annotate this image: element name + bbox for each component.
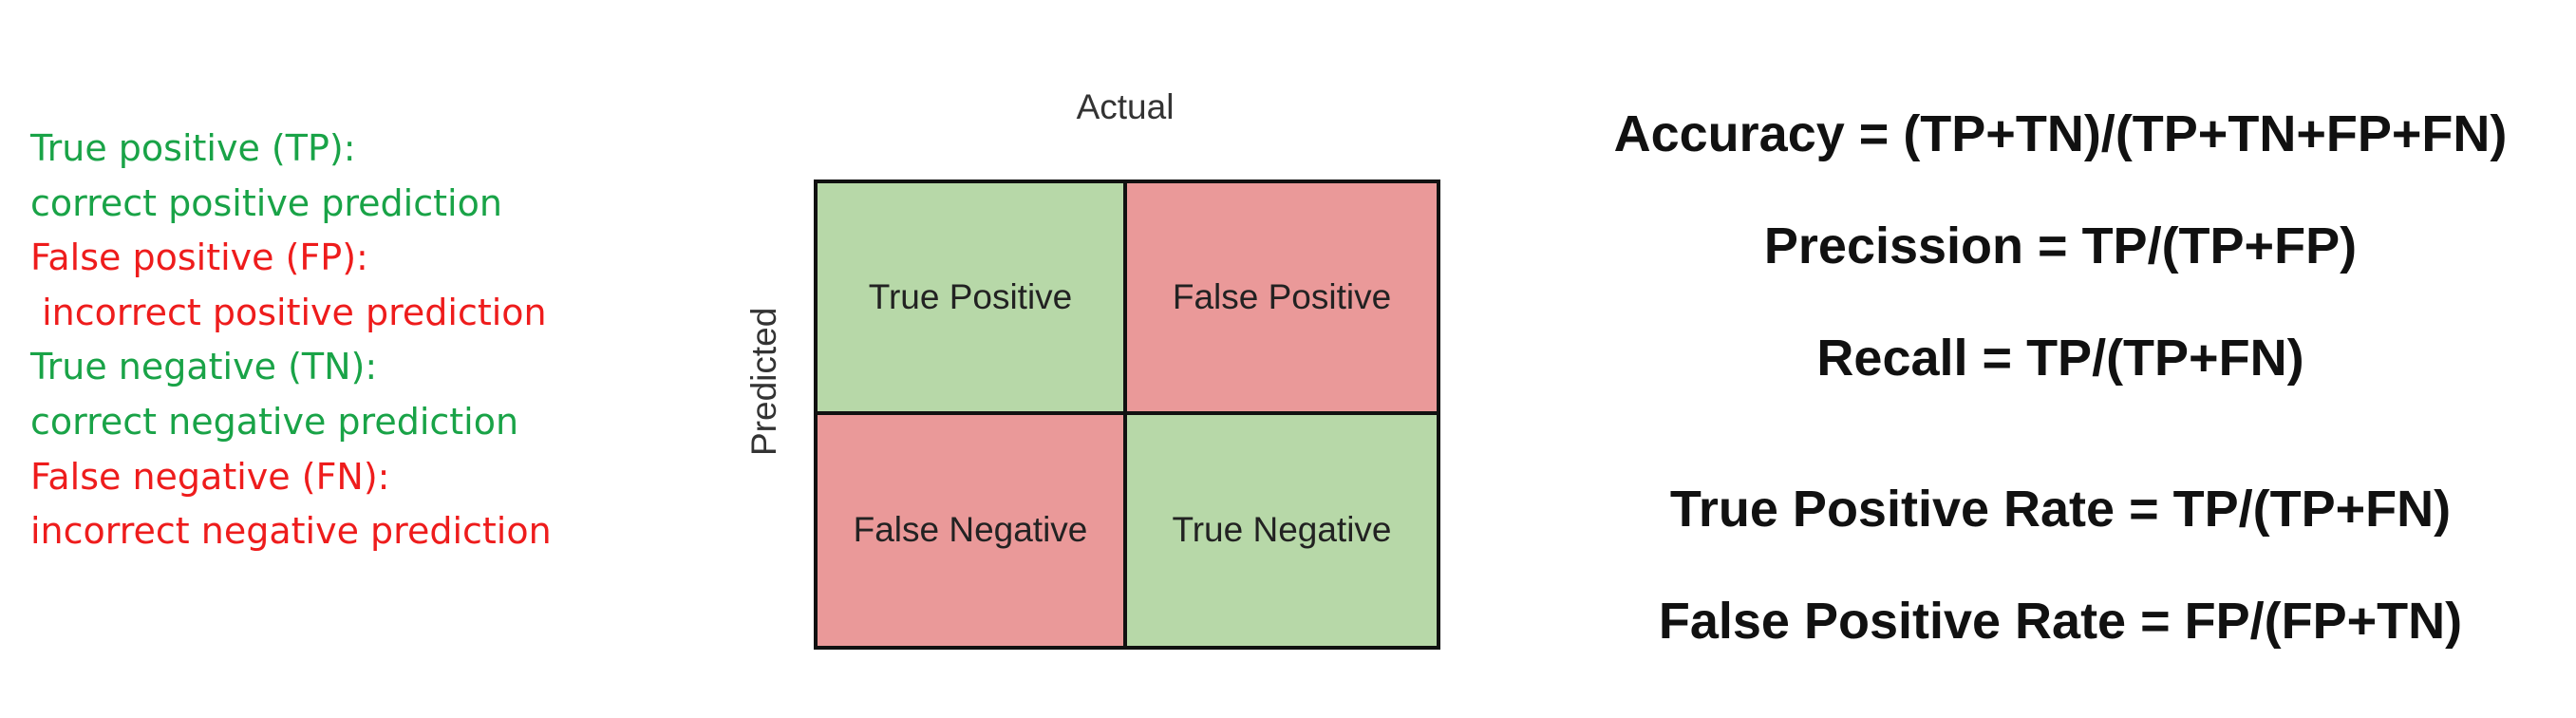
cell-true-positive: True Positive <box>818 183 1127 415</box>
legend-tn-desc: correct negative prediction <box>30 400 519 443</box>
legend-fp-label: False positive (FP): <box>30 236 368 279</box>
predicted-axis-label: Predicted <box>744 307 783 456</box>
legend-tn-label: True negative (TN): <box>30 346 378 388</box>
legend-tp-label: True positive (TP): <box>30 127 356 169</box>
formula-accuracy: Accuracy = (TP+TN)/(TP+TN+FP+FN) <box>1613 105 2508 162</box>
legend-fp-desc: incorrect positive prediction <box>30 291 547 333</box>
cell-true-negative: True Negative <box>1127 414 1437 646</box>
legend-tp-desc: correct positive prediction <box>30 181 502 224</box>
formulas: Accuracy = (TP+TN)/(TP+TN+FP+FN) Preciss… <box>1557 0 2564 718</box>
legend-fn-desc: incorrect negative prediction <box>30 510 552 553</box>
formula-recall: Recall = TP/(TP+FN) <box>1816 330 2304 387</box>
actual-axis-label: Actual <box>1076 87 1175 126</box>
cell-false-positive: False Positive <box>1127 183 1437 415</box>
cell-false-negative: False Negative <box>818 414 1127 646</box>
formula-false-positive-rate: False Positive Rate = FP/(FP+TN) <box>1658 593 2463 650</box>
formula-true-positive-rate: True Positive Rate = TP/(TP+FN) <box>1669 481 2452 538</box>
confusion-matrix: True Positive False Positive False Negat… <box>814 180 1440 650</box>
legend-fn-label: False negative (FN): <box>30 455 390 498</box>
formula-precision: Precission = TP/(TP+FP) <box>1763 217 2358 274</box>
legend: True positive (TP): correct positive pre… <box>30 122 657 559</box>
